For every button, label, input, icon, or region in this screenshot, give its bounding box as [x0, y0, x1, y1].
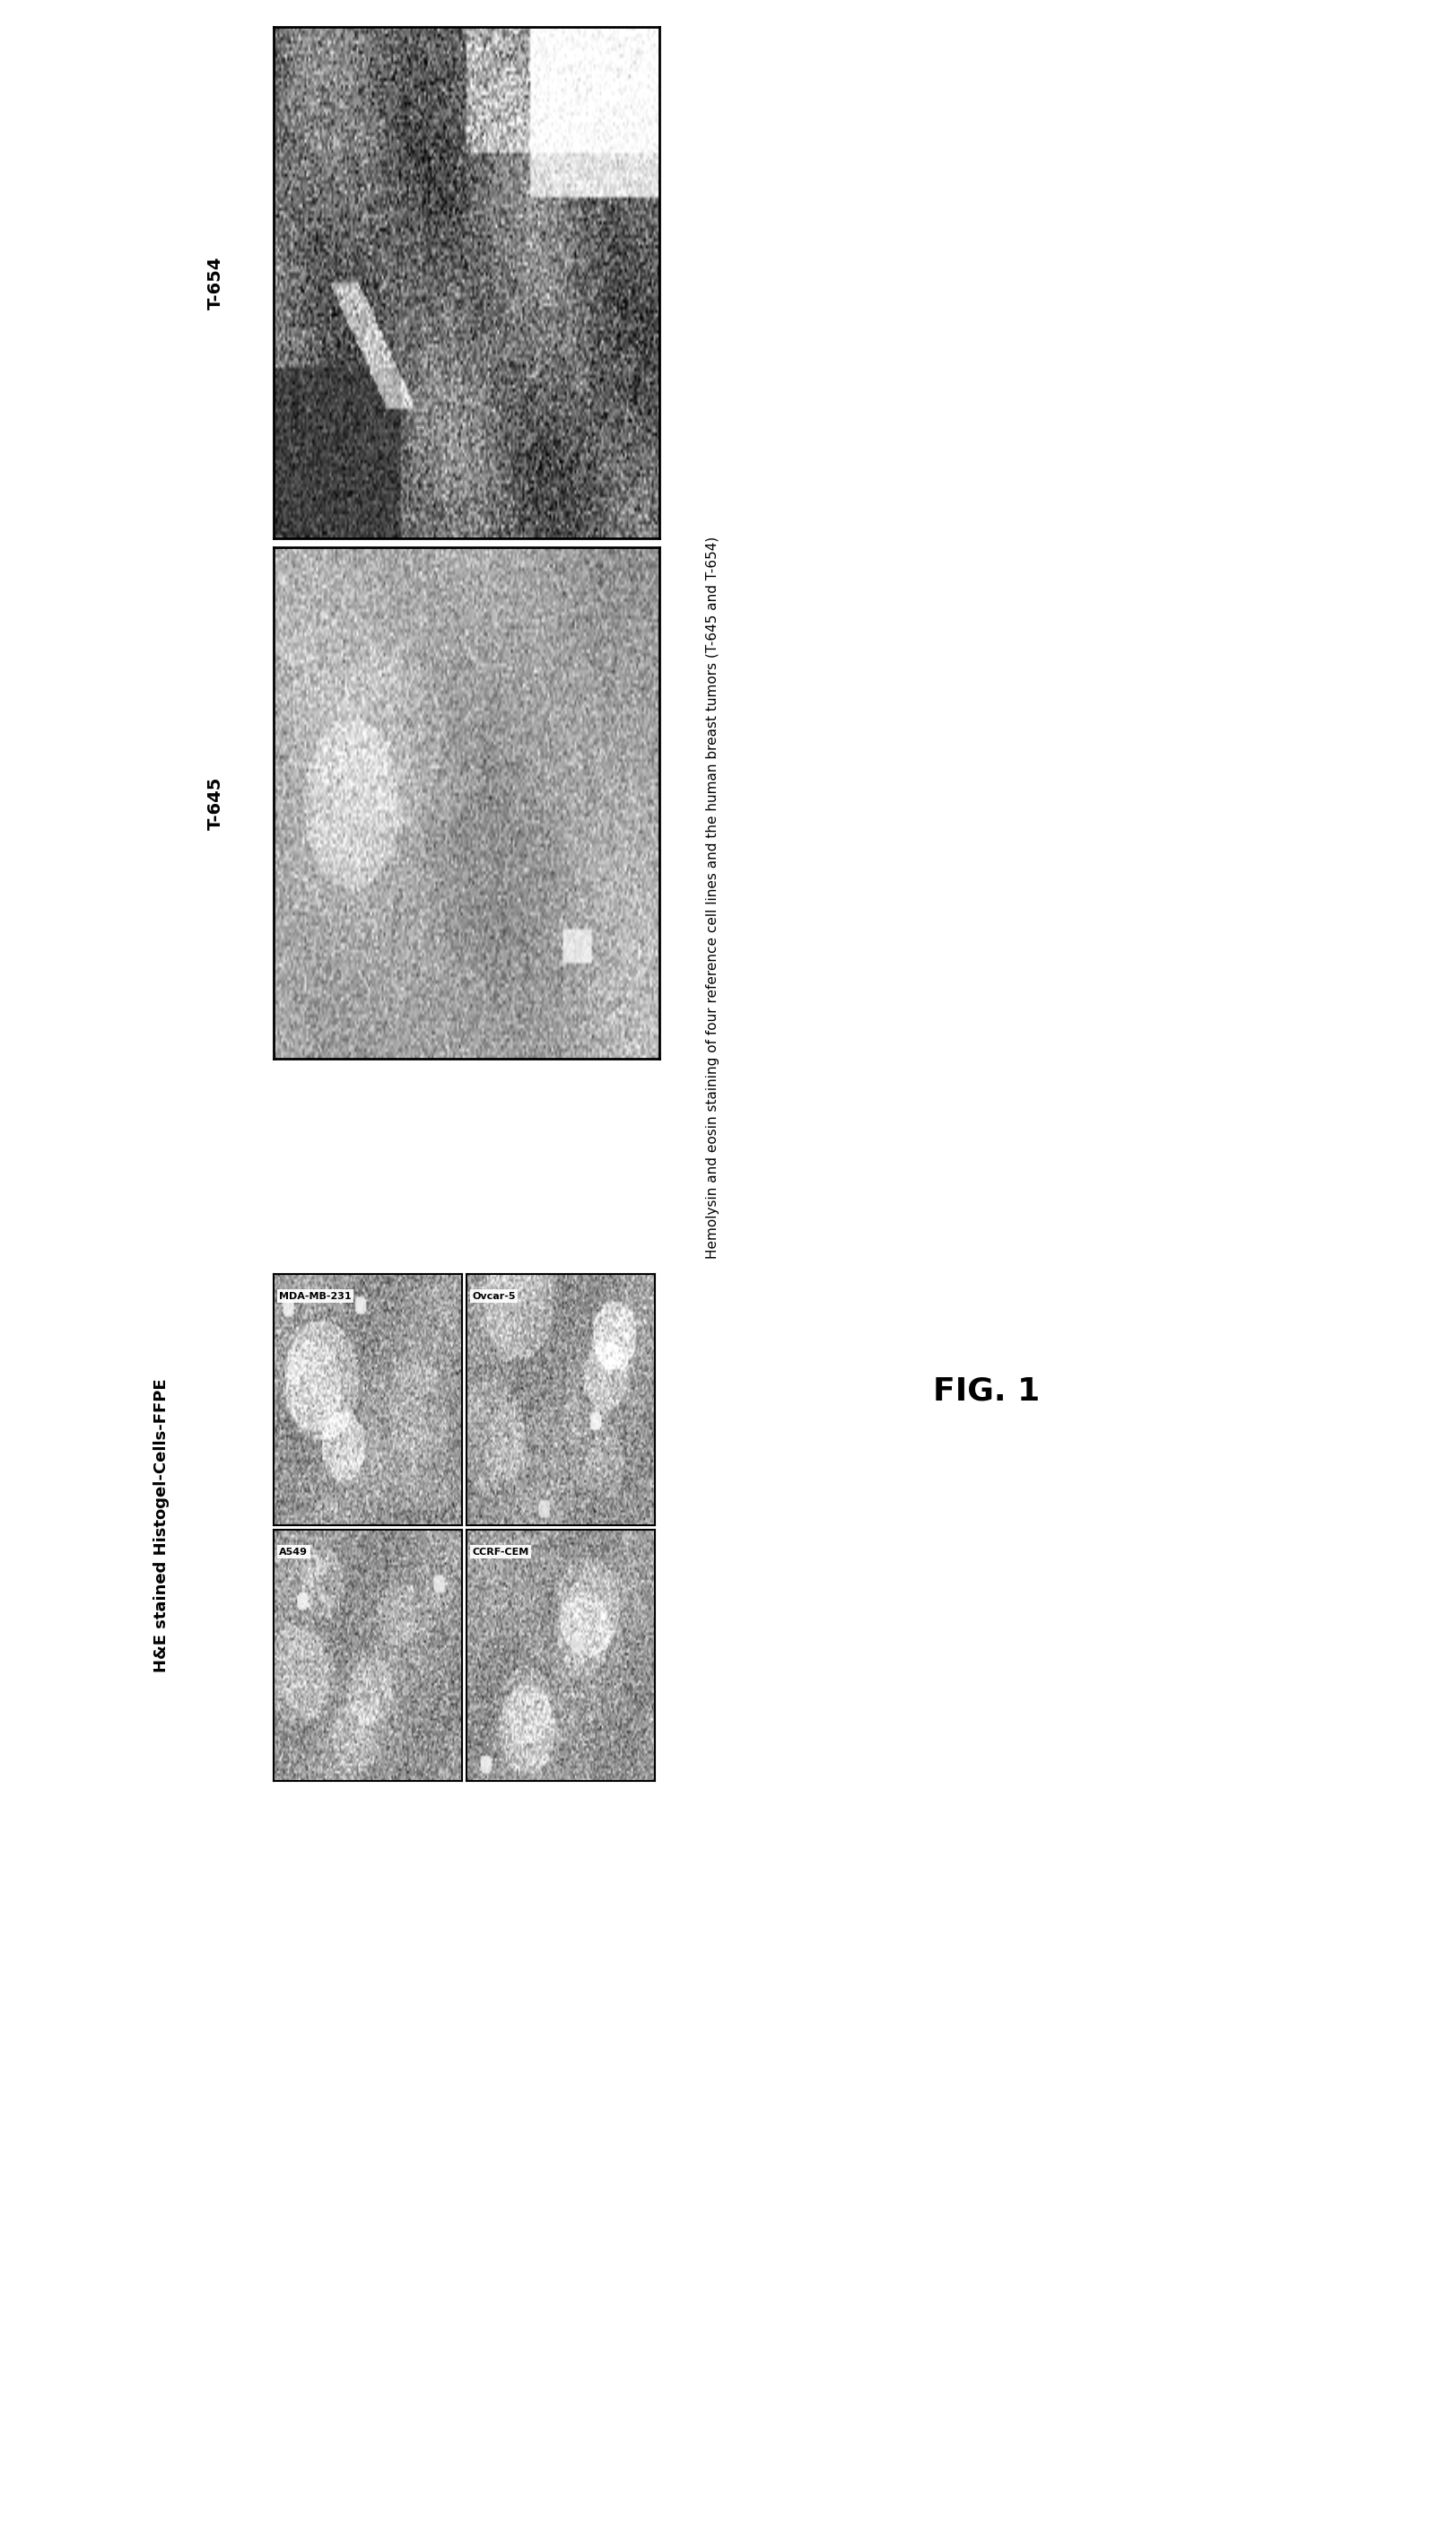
Text: Ovcar-5: Ovcar-5: [472, 1291, 515, 1301]
Text: A549: A549: [280, 1546, 309, 1557]
Text: FIG. 1: FIG. 1: [933, 1374, 1040, 1405]
Text: CCRF-CEM: CCRF-CEM: [472, 1546, 529, 1557]
Text: Hemolysin and eosin staining of four reference cell lines and the human breast t: Hemolysin and eosin staining of four ref…: [706, 537, 719, 1258]
Text: T-645: T-645: [207, 777, 224, 830]
Text: MDA-MB-231: MDA-MB-231: [280, 1291, 351, 1301]
Text: T-654: T-654: [207, 256, 224, 309]
Text: H&E stained Histogel-Cells-FFPE: H&E stained Histogel-Cells-FFPE: [153, 1379, 169, 1673]
